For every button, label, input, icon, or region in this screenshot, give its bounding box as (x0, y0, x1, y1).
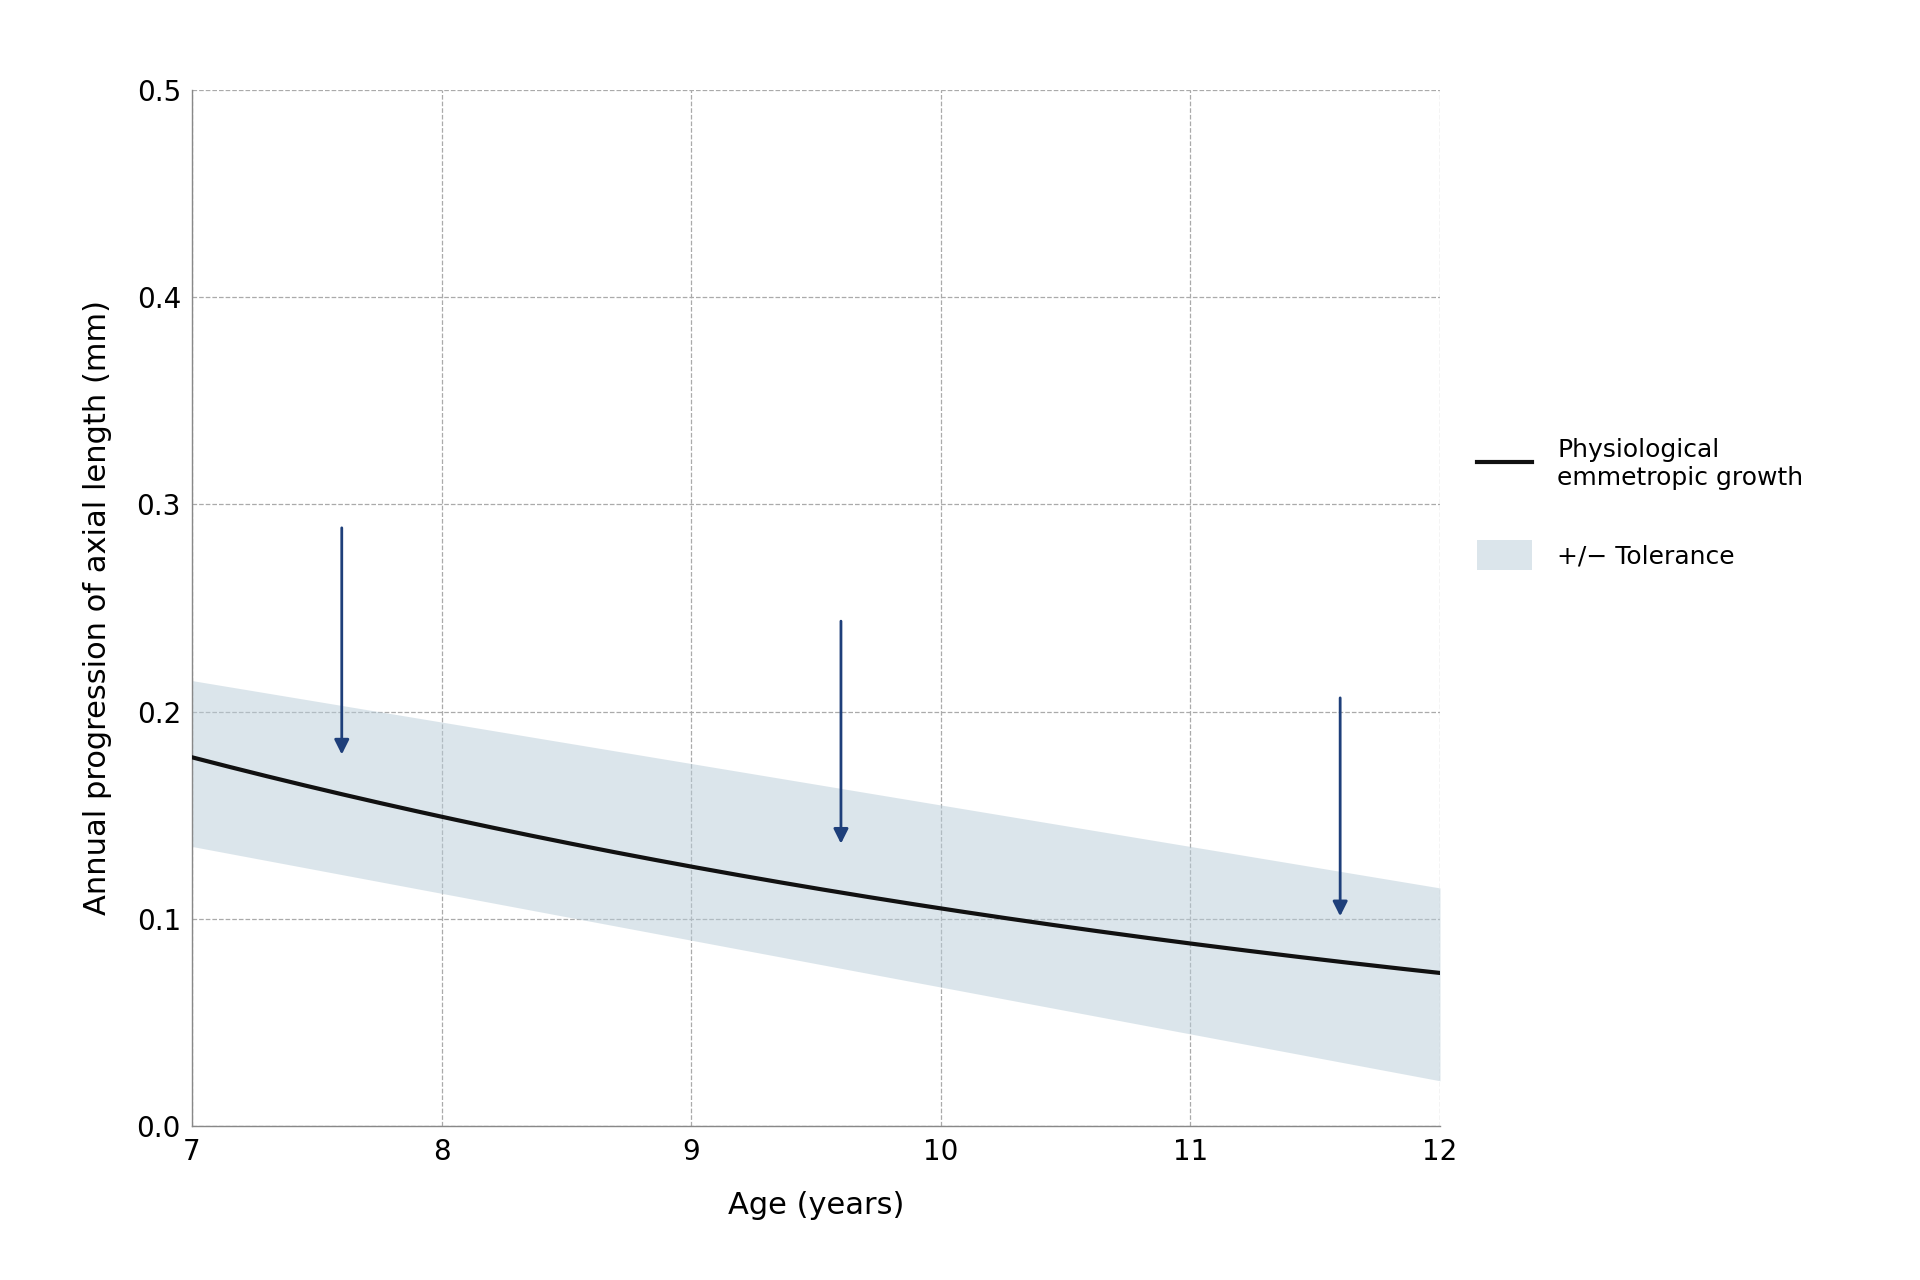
Legend: Physiological
emmetropic growth, +/− Tolerance: Physiological emmetropic growth, +/− Tol… (1478, 438, 1803, 571)
X-axis label: Age (years): Age (years) (728, 1190, 904, 1220)
Y-axis label: Annual progression of axial length (mm): Annual progression of axial length (mm) (83, 301, 111, 915)
